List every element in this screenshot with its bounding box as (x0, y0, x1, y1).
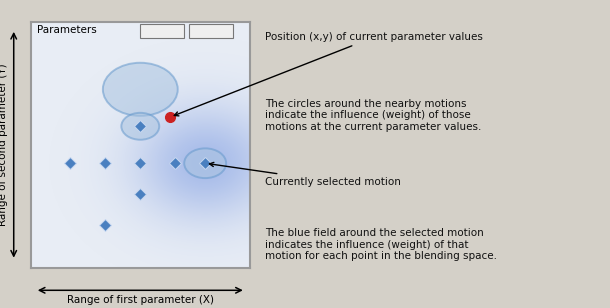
Text: Range of first parameter (X): Range of first parameter (X) (67, 295, 214, 305)
Ellipse shape (121, 113, 159, 140)
Text: ÷: ÷ (220, 26, 228, 35)
Text: Currently selected motion: Currently selected motion (209, 162, 401, 187)
Text: Parameters: Parameters (37, 25, 97, 35)
Text: velZ: velZ (194, 26, 214, 35)
FancyBboxPatch shape (188, 24, 232, 38)
Text: Range of second parameter (Y): Range of second parameter (Y) (0, 63, 8, 226)
Text: ÷: ÷ (172, 26, 179, 35)
Ellipse shape (103, 63, 178, 116)
Text: velX: velX (146, 26, 165, 35)
Text: Position (x,y) of current parameter values: Position (x,y) of current parameter valu… (174, 32, 483, 116)
Ellipse shape (184, 148, 226, 178)
FancyBboxPatch shape (140, 24, 184, 38)
Text: The circles around the nearby motions
indicate the influence (weight) of those
m: The circles around the nearby motions in… (265, 99, 482, 132)
Text: The blue field around the selected motion
indicates the influence (weight) of th: The blue field around the selected motio… (265, 228, 497, 261)
